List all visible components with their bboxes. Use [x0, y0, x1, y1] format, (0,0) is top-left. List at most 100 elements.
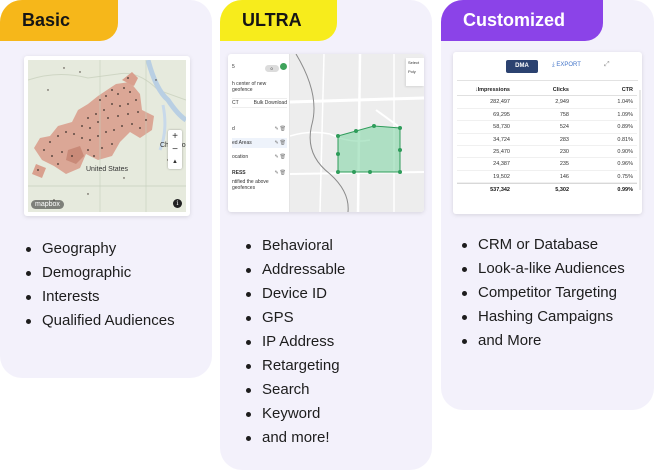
customized-title: Customized [441, 0, 603, 41]
basic-feature-list: Geography Demographic Interests Qualifie… [24, 237, 210, 333]
feature-item: Hashing Campaigns [460, 305, 650, 329]
feature-item: CRM or Database [460, 233, 650, 257]
geofence-row[interactable]: d ✎🗑 [232, 124, 287, 134]
map-country-label: United States [86, 166, 129, 173]
column-header-clicks[interactable]: Clicks [552, 87, 569, 93]
draw-mode-value: Poly [408, 69, 416, 74]
toolbar-divider [457, 80, 638, 81]
column-header-impressions[interactable]: Impressions [477, 87, 510, 93]
edit-delete-icon[interactable]: ✎🗑 [274, 154, 287, 160]
zoom-in-button[interactable]: + [172, 131, 178, 142]
feature-item: Behavioral [244, 234, 430, 258]
cell-ctr: 0.90% [617, 148, 633, 155]
feature-item: Demographic [24, 261, 210, 285]
cell-clicks: 758 [559, 111, 569, 118]
table-row: 34,724 283 0.81% [457, 134, 637, 146]
geofence-row-label: d [232, 126, 235, 132]
compass-button[interactable]: ▲ [172, 159, 178, 165]
feature-item: Keyword [244, 402, 430, 426]
feature-item: Competitor Targeting [460, 281, 650, 305]
geofence-row-label: ocation [232, 154, 249, 160]
expand-icon[interactable]: ⤢ [604, 61, 610, 68]
edit-delete-icon[interactable]: ✎🗑 [274, 140, 287, 146]
customized-feature-list: CRM or Database Look-a-like Audiences Co… [460, 233, 650, 353]
info-icon[interactable]: i [173, 199, 182, 208]
geofence-tabs: CT Bulk Download [232, 98, 287, 108]
geofence-count: 5 [232, 64, 235, 70]
cell-clicks: 146 [559, 173, 569, 180]
geofence-map-graphic [290, 54, 424, 212]
sort-arrow-icon[interactable]: ↓ [475, 87, 478, 93]
table-row: 58,730 524 0.89% [457, 121, 637, 134]
cell-impressions: 58,730 [493, 124, 510, 131]
draw-mode-select[interactable]: Select Poly [406, 58, 424, 86]
cell-impressions: 19,502 [493, 173, 510, 180]
cell-ctr: 0.96% [617, 161, 633, 168]
table-total-row: 537,342 5,302 0.99% [457, 183, 637, 195]
edit-delete-icon[interactable]: ✎🗑 [274, 170, 287, 176]
total-clicks: 5,302 [555, 187, 569, 194]
geofence-count-row: 5 0 [232, 62, 287, 72]
cell-impressions: 282,497 [490, 99, 510, 106]
cell-impressions: 69,295 [493, 111, 510, 118]
edit-delete-icon[interactable]: ✎🗑 [274, 126, 287, 132]
zoom-out-button[interactable]: − [172, 144, 178, 155]
export-label: EXPORT [556, 62, 581, 68]
table-row: 19,502 146 0.75% [457, 171, 637, 184]
feature-item: Geography [24, 237, 210, 261]
tab-ct[interactable]: CT [232, 100, 239, 106]
cell-ctr: 1.04% [617, 99, 633, 106]
geofence-toggle[interactable]: 0 [264, 64, 279, 72]
geofence-row[interactable]: RESS ✎🗑 [232, 168, 287, 178]
feature-item: Interests [24, 285, 210, 309]
status-dot-icon [280, 62, 287, 70]
table-row: 24,387 235 0.96% [457, 158, 637, 171]
geofence-row-label: RESS [232, 170, 246, 176]
table-scrollbar[interactable] [639, 90, 641, 190]
ultra-card: ULTRA 5 0 h center of new geofence CT Bu… [220, 0, 432, 470]
cell-clicks: 2,949 [555, 99, 569, 106]
cell-clicks: 230 [559, 148, 569, 155]
ultra-geofence-screenshot: 5 0 h center of new geofence CT Bulk Dow… [228, 54, 424, 212]
feature-item: and more! [244, 426, 430, 450]
draw-mode-label: Select [408, 60, 420, 65]
feature-item: GPS [244, 306, 430, 330]
cell-ctr: 0.89% [617, 124, 633, 131]
feature-item: and More [460, 329, 650, 353]
cell-clicks: 524 [559, 124, 569, 131]
geofence-center-text: h center of new geofence [232, 81, 267, 93]
export-button[interactable]: ⤓ EXPORT [552, 62, 581, 69]
cell-ctr: 0.81% [617, 136, 633, 143]
ultra-feature-list: Behavioral Addressable Device ID GPS IP … [244, 234, 430, 450]
cell-impressions: 24,387 [493, 161, 510, 168]
download-icon: ⤓ [552, 62, 555, 68]
total-impressions: 537,342 [490, 187, 510, 194]
geofence-sidebar: 5 0 h center of new geofence CT Bulk Dow… [228, 54, 290, 212]
total-ctr: 0.99% [617, 187, 633, 194]
cell-clicks: 235 [559, 161, 569, 168]
geofence-map[interactable]: Select Poly [290, 54, 424, 212]
dma-button[interactable]: DMA [506, 60, 538, 73]
report-toolbar: DMA ⤓ EXPORT ⤢ [453, 58, 642, 74]
column-header-ctr[interactable]: CTR [621, 87, 633, 93]
feature-item: IP Address [244, 330, 430, 354]
customized-report-screenshot: DMA ⤓ EXPORT ⤢ ↓ Impressions Clicks CTR … [453, 52, 642, 214]
bulk-download-button[interactable]: Bulk Download [253, 100, 287, 106]
cell-ctr: 0.75% [617, 173, 633, 180]
geofence-row[interactable]: ocation ✎🗑 [232, 152, 287, 162]
table-row: 25,470 230 0.90% [457, 146, 637, 159]
basic-card: Basic [0, 0, 212, 378]
table-header: ↓ Impressions Clicks CTR [457, 84, 637, 97]
cell-clicks: 283 [559, 136, 569, 143]
feature-item: Look-a-like Audiences [460, 257, 650, 281]
geofence-center-row: h center of new geofence [232, 81, 287, 93]
cell-impressions: 25,470 [493, 148, 510, 155]
feature-item: Search [244, 378, 430, 402]
cell-ctr: 1.09% [617, 111, 633, 118]
geography-map: United States Chicago + − ▲ mapbox i [28, 60, 186, 212]
feature-item: Device ID [244, 282, 430, 306]
geofence-row[interactable]: ed Areas ✎🗑 [232, 138, 287, 148]
cell-impressions: 34,724 [493, 136, 510, 143]
mapbox-logo: mapbox [31, 200, 64, 209]
